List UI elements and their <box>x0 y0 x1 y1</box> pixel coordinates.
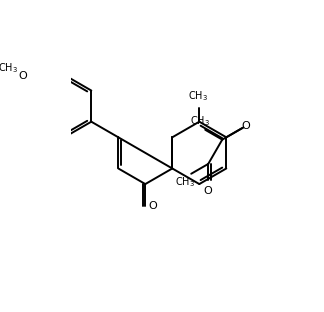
Text: CH$_3$: CH$_3$ <box>175 176 195 189</box>
Text: CH$_3$: CH$_3$ <box>188 89 208 103</box>
Text: CH$_3$: CH$_3$ <box>0 61 18 75</box>
Text: O: O <box>204 186 213 196</box>
Text: CH$_3$: CH$_3$ <box>191 114 211 128</box>
Text: O: O <box>149 201 157 211</box>
Text: O: O <box>18 71 27 81</box>
Text: O: O <box>241 121 250 131</box>
